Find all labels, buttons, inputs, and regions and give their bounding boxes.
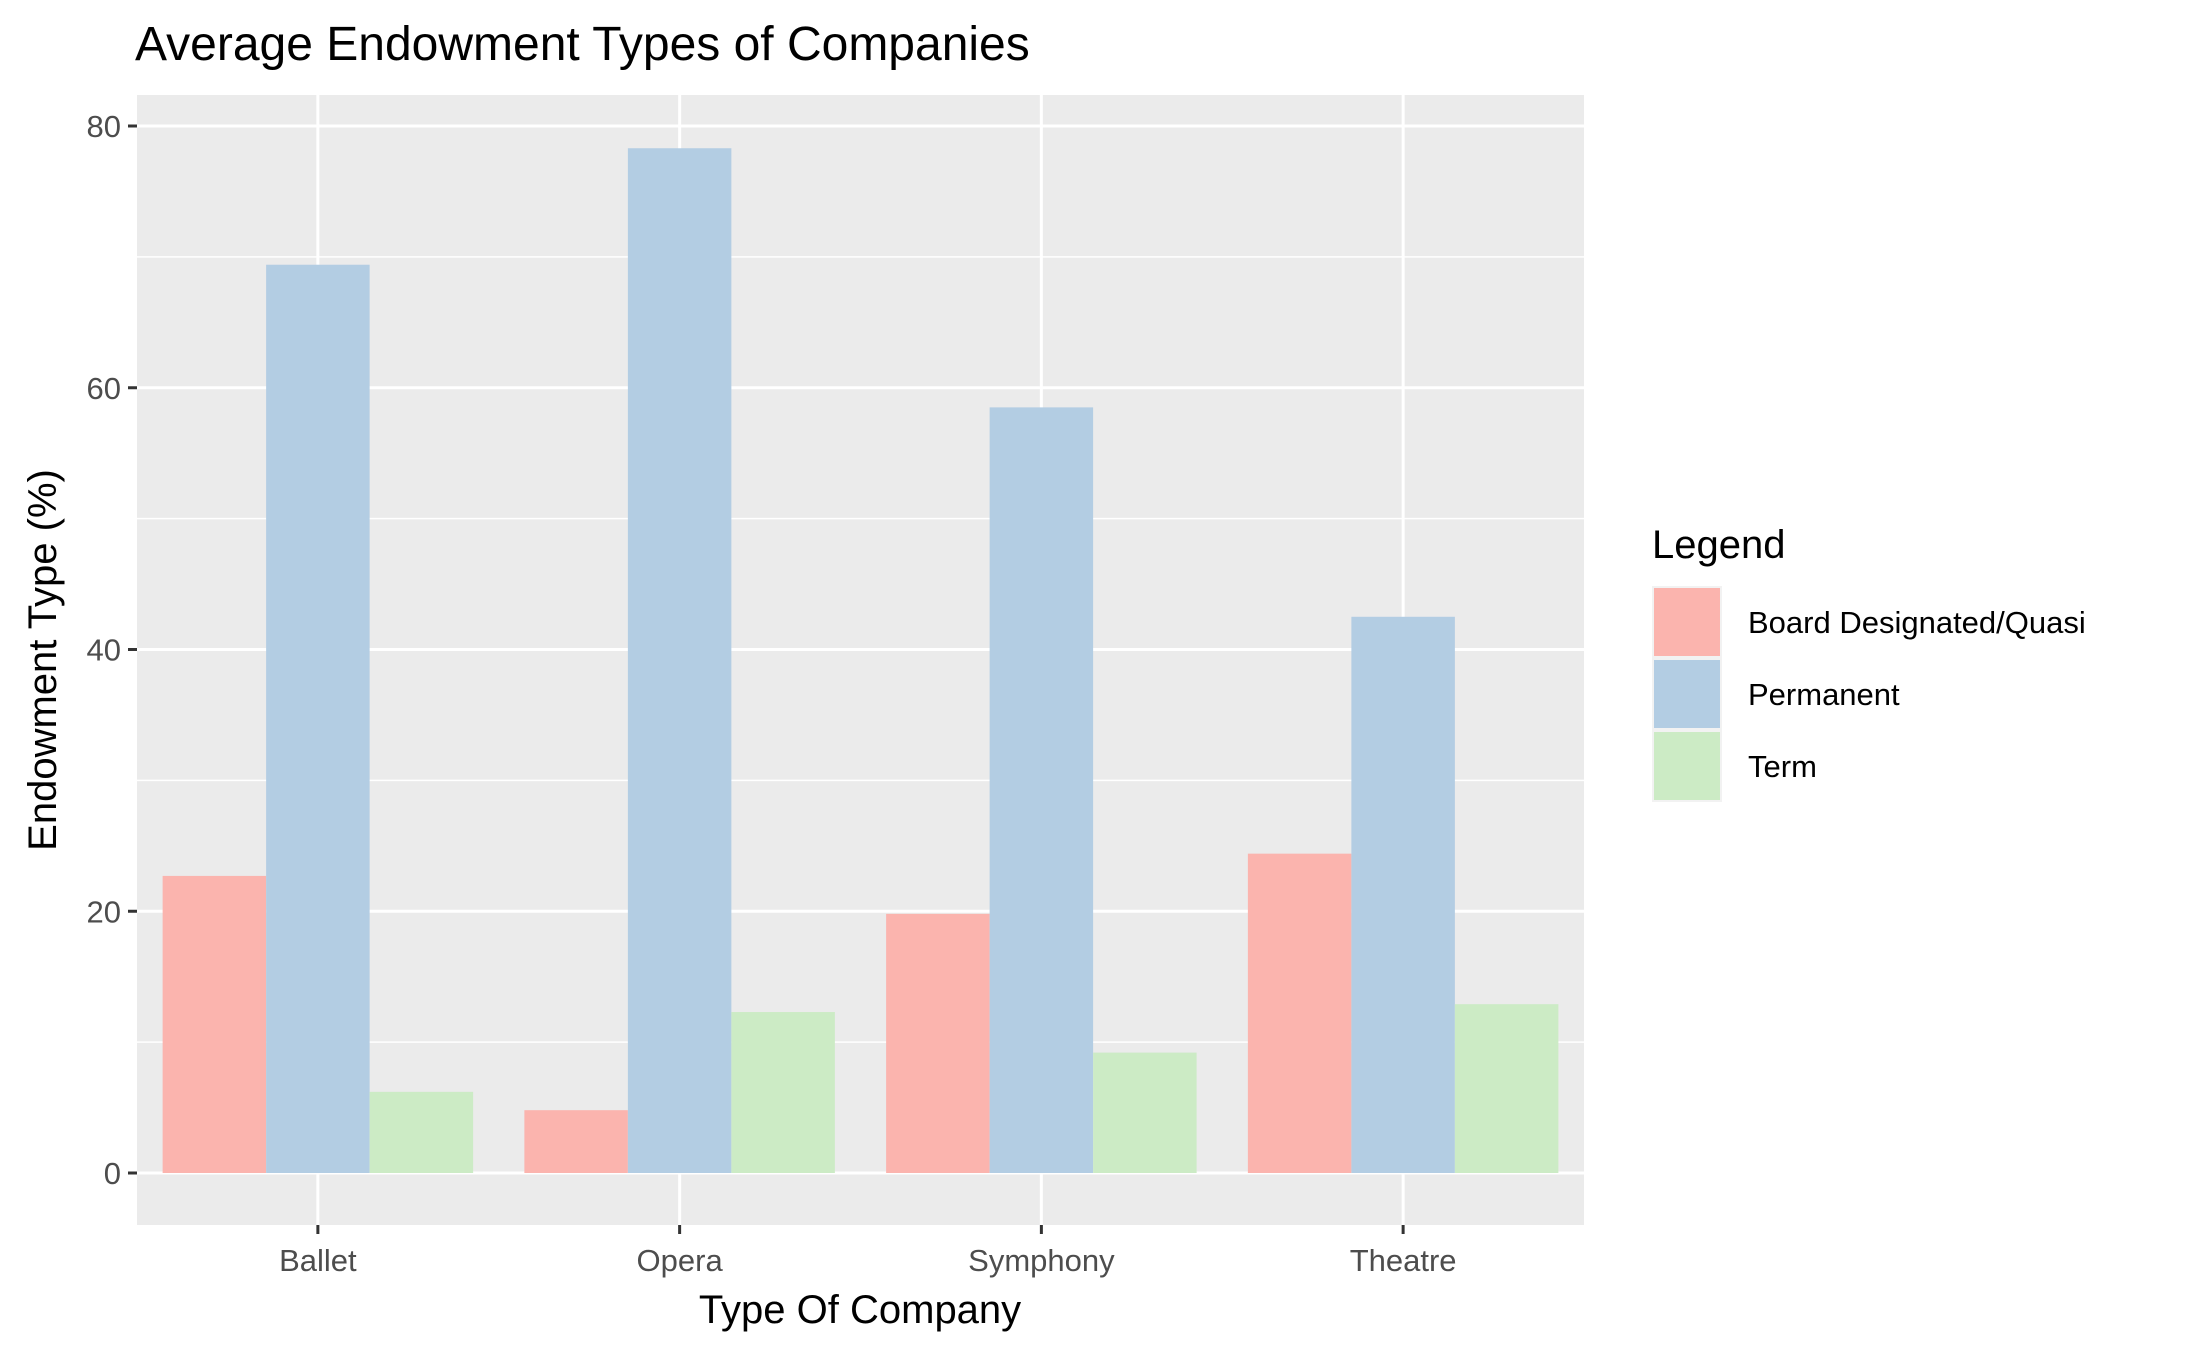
legend-label: Permanent	[1748, 677, 1900, 712]
x-axis-title: Type Of Company	[699, 1288, 1021, 1332]
bar-opera-1	[524, 1110, 628, 1173]
legend-label: Term	[1748, 749, 1817, 784]
x-tick-label: Theatre	[1350, 1243, 1457, 1278]
x-tick-label: Ballet	[279, 1243, 357, 1278]
y-tick-label: 60	[87, 371, 121, 406]
legend-swatch	[1654, 660, 1720, 728]
bar-ballet-3	[369, 1091, 474, 1173]
legend-label: Board Designated/Quasi	[1748, 605, 2086, 640]
bar-opera-3	[731, 1012, 835, 1173]
bar-theatre-2	[1351, 616, 1455, 1173]
bar-symphony-2	[989, 407, 1094, 1174]
bar-opera-2	[627, 148, 732, 1173]
x-tick-label: Opera	[637, 1243, 724, 1278]
legend-title: Legend	[1652, 523, 1785, 567]
y-tick-label: 0	[104, 1156, 121, 1191]
bar-theatre-3	[1454, 1004, 1559, 1173]
legend: Legend Board Designated/Quasi Permanent Te…	[1652, 523, 2086, 802]
bar-ballet-1	[162, 875, 267, 1173]
bar-symphony-1	[886, 913, 990, 1173]
y-tick-label: 80	[87, 109, 121, 144]
legend-swatch	[1654, 732, 1720, 800]
y-axis-title: Endowment Type (%)	[21, 469, 65, 851]
y-tick-label: 20	[87, 894, 121, 929]
x-axis: Ballet Opera Symphony Theatre	[279, 1225, 1457, 1278]
legend-swatch	[1654, 588, 1720, 656]
bar-symphony-3	[1093, 1052, 1197, 1173]
bars	[162, 148, 1559, 1174]
y-tick-label: 40	[87, 633, 121, 668]
bar-ballet-2	[266, 264, 370, 1173]
bar-theatre-1	[1247, 853, 1352, 1173]
x-tick-label: Symphony	[968, 1243, 1115, 1278]
chart-title: Average Endowment Types of Companies	[135, 18, 1030, 71]
y-axis: 0 20 40 60 80	[87, 109, 137, 1191]
